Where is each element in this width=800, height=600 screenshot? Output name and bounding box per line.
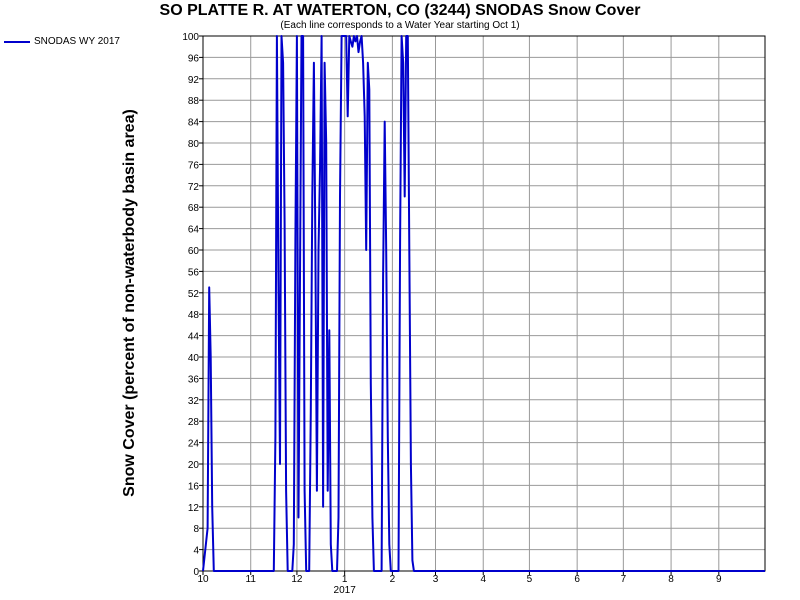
x-tick-label: 10 [197,574,209,585]
y-tick-label: 100 [182,32,199,43]
y-tick-label: 56 [188,267,200,278]
y-tick-label: 36 [188,374,200,385]
x-tick-label: 11 [246,574,257,585]
y-tick-label: 16 [188,481,200,492]
y-tick-label: 8 [193,524,199,535]
x-tick-label: 5 [527,574,533,585]
y-tick-label: 32 [188,396,200,407]
y-tick-label: 12 [188,503,200,514]
chart-title: SO PLATTE R. AT WATERTON, CO (3244) SNOD… [159,2,641,19]
legend-swatch [4,41,30,43]
x-tick-label: 9 [716,574,722,585]
y-tick-label: 60 [188,246,200,257]
plot-area [203,36,765,571]
y-tick-label: 48 [188,310,200,321]
x-tick-label: 7 [621,574,627,585]
y-tick-label: 40 [188,353,200,364]
x-tick-label: 2 [390,574,396,585]
legend-label: SNODAS WY 2017 [34,36,120,47]
y-tick-label: 76 [188,160,200,171]
y-tick-label: 24 [188,439,200,450]
y-tick-label: 44 [188,332,200,343]
x-tick-label: 3 [433,574,439,585]
x-year-label: 2017 [334,585,357,596]
y-tick-label: 28 [188,417,200,428]
x-tick-label: 4 [480,574,486,585]
x-tick-label: 8 [668,574,674,585]
y-tick-label: 88 [188,96,200,107]
y-tick-label: 72 [188,182,200,193]
y-tick-label: 4 [193,546,199,557]
x-tick-label: 1 [342,574,348,585]
y-tick-label: 96 [188,53,200,64]
y-tick-label: 52 [188,289,200,300]
y-tick-label: 84 [188,118,200,129]
x-tick-label: 12 [291,574,303,585]
y-tick-label: 92 [188,75,200,86]
chart-subtitle: (Each line corresponds to a Water Year s… [280,20,520,31]
y-tick-label: 80 [188,139,200,150]
y-tick-label: 68 [188,203,200,214]
x-tick-label: 6 [574,574,580,585]
series-line [202,35,765,572]
y-tick-label: 20 [188,460,200,471]
y-tick-label: 64 [188,225,200,236]
y-tick-label: 0 [193,567,199,578]
